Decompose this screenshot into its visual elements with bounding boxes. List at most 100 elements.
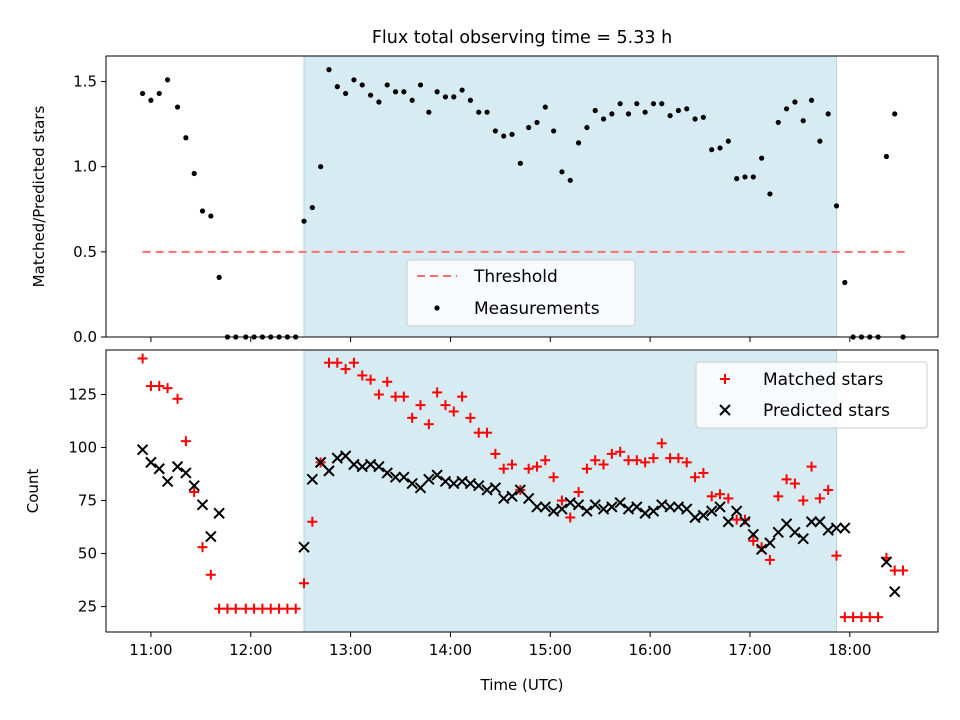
predicted-star-point-b xyxy=(622,503,635,515)
predicted-star-point xyxy=(298,541,310,553)
predicted-star-point-b xyxy=(614,496,626,509)
predicted-star-point xyxy=(531,501,543,513)
predicted-star-point xyxy=(431,469,443,481)
predicted-star-point xyxy=(323,465,335,477)
predicted-star-point-b xyxy=(161,475,174,488)
bottom-panel-frame xyxy=(105,349,939,633)
x-tick-label: 16:00 xyxy=(629,641,672,659)
bottom-y-axis-label: Count xyxy=(24,469,42,514)
predicted-star-point xyxy=(136,443,149,456)
matched-star-point xyxy=(457,391,468,402)
y-tick-label: 0.0 xyxy=(73,328,97,346)
predicted-star-point xyxy=(764,537,776,549)
matched-star-point xyxy=(307,516,318,527)
predicted-star-point xyxy=(180,467,192,479)
legend-threshold-label: Threshold xyxy=(473,267,558,287)
matched-star-point xyxy=(715,489,726,500)
y-tick-label: 1.5 xyxy=(73,73,97,91)
predicted-star-point-b xyxy=(398,471,410,483)
measurement-point xyxy=(442,94,449,100)
measurement-point xyxy=(459,87,465,93)
legend-measurements-label: Measurements xyxy=(474,299,600,319)
matched-star-point xyxy=(332,357,343,368)
matched-star-point xyxy=(482,427,493,438)
matched-star-point xyxy=(764,554,775,565)
top-panel-frame xyxy=(105,55,939,338)
predicted-star-point-b xyxy=(631,501,643,513)
matched-star-point xyxy=(407,412,418,423)
predicted-star-point-b xyxy=(373,460,385,473)
predicted-star-point-b xyxy=(797,532,809,545)
predicted-star-point xyxy=(205,530,217,543)
legend-predicted-swatch xyxy=(719,404,731,416)
matched-star-point xyxy=(898,565,909,576)
top-legend: Threshold Measurements xyxy=(406,259,636,327)
predicted-star-point xyxy=(639,507,651,519)
measurement-point xyxy=(534,119,540,126)
predicted-star-point-b xyxy=(639,507,651,519)
matched-star-point xyxy=(698,467,709,478)
predicted-star-point xyxy=(506,490,518,503)
measurement-point xyxy=(692,116,698,122)
top-x-ticks xyxy=(150,337,851,342)
predicted-star-point-b xyxy=(364,458,377,471)
matched-star-point xyxy=(465,412,476,423)
y-tick-label: 1.0 xyxy=(73,158,97,176)
predicted-star-point-b xyxy=(205,530,217,543)
measurement-point xyxy=(742,174,748,180)
predicted-star-point-b xyxy=(839,522,851,534)
measurement-point xyxy=(409,97,415,103)
matched-star-point xyxy=(648,453,659,464)
legend-matched-label: Matched stars xyxy=(763,370,883,390)
matched-star-point xyxy=(423,419,434,430)
measurement-point xyxy=(334,84,340,90)
predicted-star-point xyxy=(153,463,165,475)
predicted-star-point xyxy=(656,499,668,511)
measurement-point xyxy=(392,89,399,95)
predicted-star-point-b xyxy=(171,460,184,473)
predicted-star-point xyxy=(161,475,174,488)
matched-star-point xyxy=(440,400,451,411)
matched-star-point xyxy=(598,459,609,470)
predicted-star-point-b xyxy=(606,501,618,513)
bottom-legend: Matched stars Predicted stars xyxy=(695,361,928,429)
predicted-star-point xyxy=(664,501,676,513)
predicted-star-point xyxy=(213,507,225,519)
predicted-star-point-b xyxy=(213,507,225,519)
matched-star-point xyxy=(382,376,393,387)
measurement-point xyxy=(800,118,806,124)
predicted-star-point xyxy=(306,473,319,486)
measurement-point xyxy=(517,160,523,166)
predicted-star-point xyxy=(339,450,352,462)
predicted-star-point-b xyxy=(406,477,418,490)
predicted-star-point-b xyxy=(497,492,510,505)
predicted-star-point xyxy=(814,516,826,528)
matched-star-point xyxy=(640,457,651,468)
measurement-point xyxy=(609,111,615,117)
predicted-star-point xyxy=(739,516,751,528)
predicted-star-point-b xyxy=(755,543,768,556)
predicted-star-point-b xyxy=(339,450,352,462)
top-y-axis-label: Matched/Predicted stars xyxy=(30,106,48,288)
predicted-star-point xyxy=(772,526,784,539)
predicted-star-point xyxy=(797,532,809,545)
measurement-point xyxy=(567,177,573,183)
measurement-point xyxy=(367,92,374,98)
measurement-point xyxy=(725,138,731,144)
predicted-star-point xyxy=(171,460,184,473)
measurement-point xyxy=(584,124,590,131)
x-tick-label: 13:00 xyxy=(329,641,372,659)
predicted-star-point-b xyxy=(664,501,676,513)
matched-star-point xyxy=(656,438,667,449)
measurement-point xyxy=(650,101,657,107)
matched-star-point xyxy=(162,383,173,394)
predicted-star-point-b xyxy=(739,516,751,528)
predicted-star-point-b xyxy=(722,516,735,528)
measurement-point xyxy=(659,101,665,107)
measurement-point xyxy=(775,119,781,126)
matched-star-point xyxy=(340,364,351,375)
x-tick-label: 12:00 xyxy=(229,641,272,659)
predicted-star-point xyxy=(672,501,685,513)
matched-star-point xyxy=(398,391,409,402)
predicted-star-point xyxy=(398,471,410,483)
